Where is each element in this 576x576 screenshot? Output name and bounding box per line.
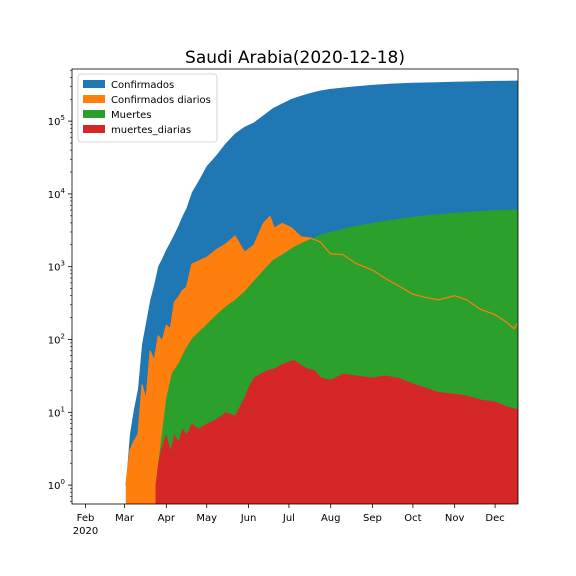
x-tick-label: Nov [445, 513, 465, 524]
y-tick-label: 104 [48, 187, 66, 201]
x-axis: Feb 2020 Mar Apr May Jun Jul Aug Sep Oct Nov Dec [73, 504, 505, 537]
y-tick-label: 100 [48, 478, 65, 492]
legend: Confirmados Confirmados diarios Muertes mue… [77, 73, 218, 143]
x-tick-year-label: 2020 [73, 526, 98, 537]
legend-swatch [83, 125, 105, 133]
series-area-muertes-diarias [155, 360, 518, 504]
legend-label: Confirmados [111, 80, 174, 91]
series-line-confirmados-diarios [125, 215, 518, 486]
legend-swatch [83, 110, 105, 118]
legend-box [77, 73, 218, 143]
y-tick-label: 102 [48, 333, 65, 347]
chart-title: Saudi Arabia(2020-12-18) [185, 48, 405, 68]
series-layer [125, 80, 518, 504]
x-tick-label: Jul [282, 513, 295, 524]
y-axis: 100 101 102 103 104 105 [48, 69, 72, 502]
x-tick-label: Feb [77, 513, 95, 524]
plot-frame [71, 68, 519, 505]
plot-area [71, 68, 519, 505]
x-tick-label: May [196, 513, 217, 524]
x-tick-label: Dec [485, 513, 504, 524]
y-tick-label: 103 [48, 260, 65, 274]
legend-label: Muertes [111, 110, 152, 121]
x-tick-label: Mar [115, 513, 135, 524]
x-tick-label: Sep [363, 513, 382, 524]
legend-label: Confirmados diarios [111, 95, 211, 106]
legend-label: muertes_diarias [111, 125, 191, 136]
legend-swatch [83, 95, 105, 103]
x-tick-label: Apr [158, 513, 176, 524]
x-tick-label: Oct [404, 513, 421, 524]
y-tick-label: 105 [48, 114, 65, 128]
x-tick-label: Jun [240, 513, 257, 524]
legend-swatch [83, 80, 105, 88]
y-tick-label: 101 [48, 405, 65, 419]
x-tick-label: Aug [321, 513, 341, 524]
